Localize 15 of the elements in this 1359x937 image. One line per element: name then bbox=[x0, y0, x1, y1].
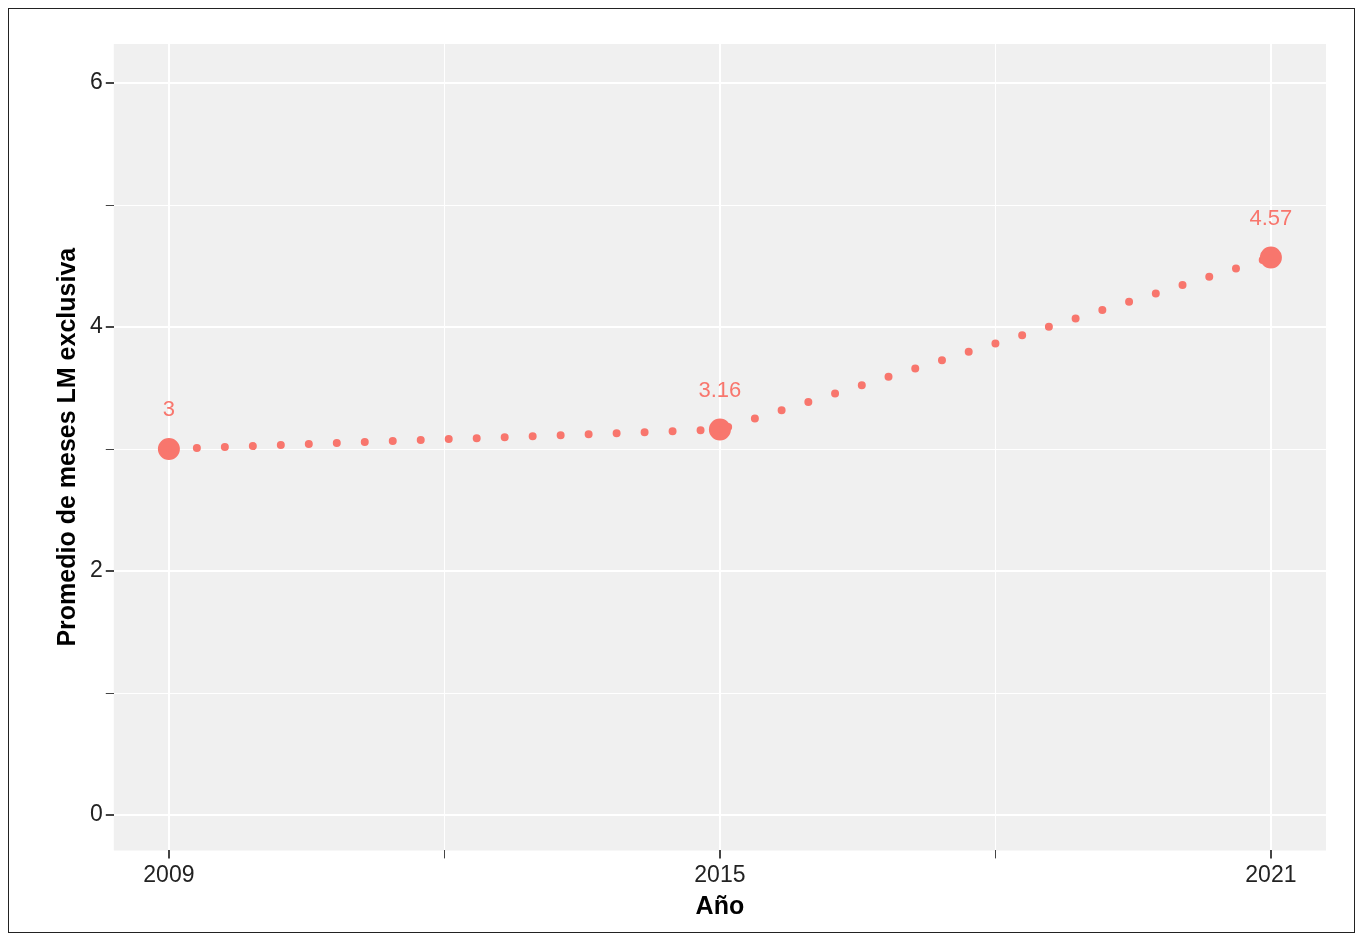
x-tick-label: 2009 bbox=[143, 860, 195, 887]
data-label: 3 bbox=[162, 396, 176, 422]
y-tick-label: 0 bbox=[89, 800, 103, 827]
point bbox=[708, 418, 731, 441]
y-axis-title: Promedio de meses LM exclusiva bbox=[51, 246, 80, 647]
point bbox=[1259, 246, 1282, 269]
y-tick-label: 4 bbox=[89, 312, 103, 339]
data-label: 3.16 bbox=[698, 376, 742, 402]
point bbox=[157, 438, 180, 461]
y-tick-label: 6 bbox=[89, 68, 103, 95]
y-tick-label: 2 bbox=[89, 556, 103, 583]
x-tick-label: 2021 bbox=[1245, 860, 1297, 887]
data-label: 4.57 bbox=[1249, 204, 1293, 230]
x-axis-title: Año bbox=[695, 890, 745, 919]
x-tick-label: 2015 bbox=[694, 860, 746, 887]
